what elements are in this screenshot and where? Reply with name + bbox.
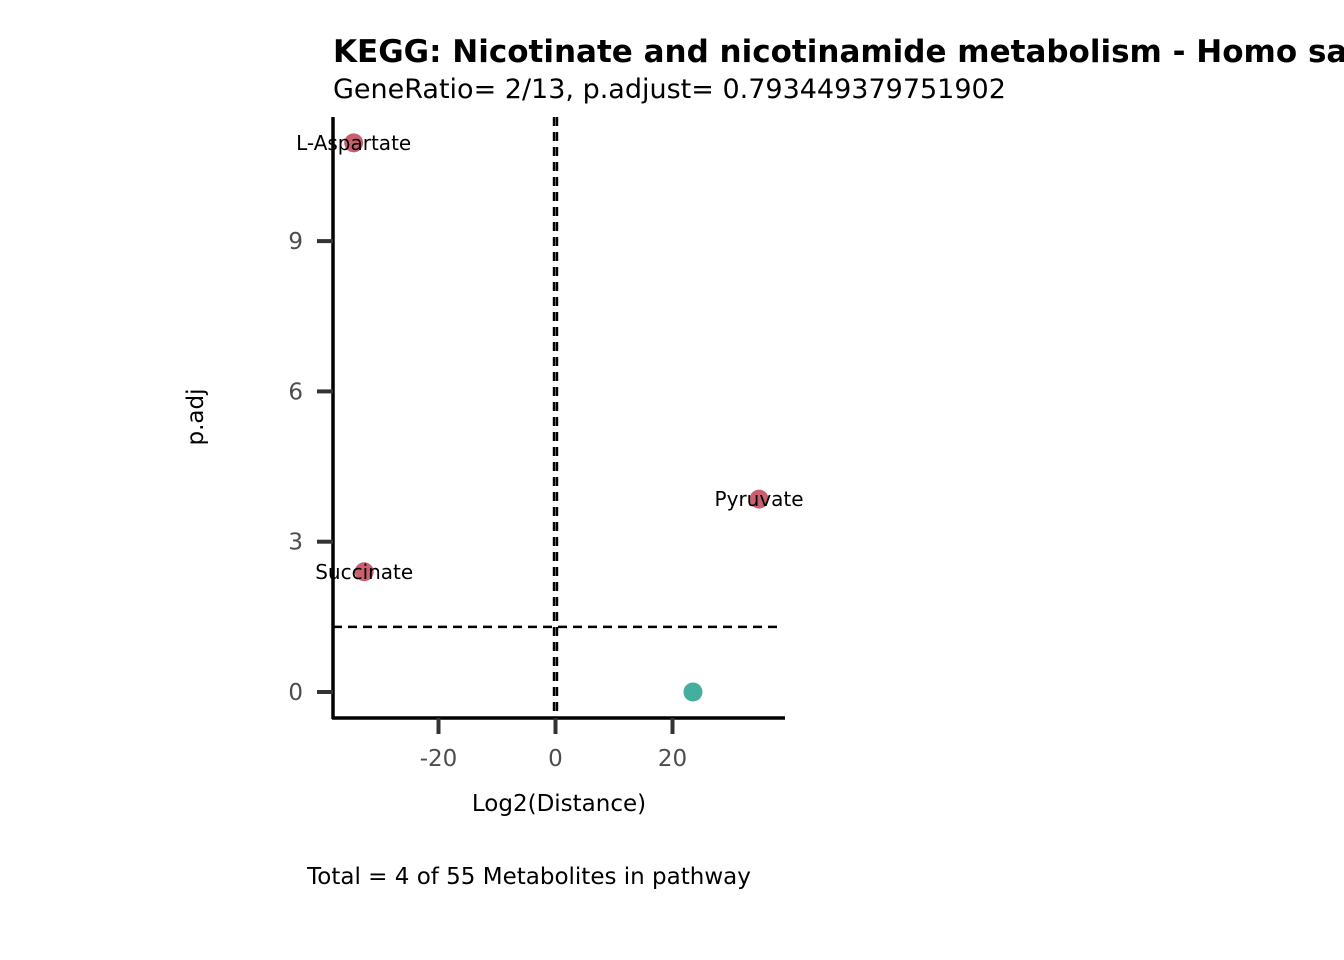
axes: 0 3 6 9 -20 0 20 xyxy=(288,117,785,772)
point-labels: L-Aspartate Pyruvate Succinate xyxy=(296,131,803,584)
y-tick-label: 3 xyxy=(288,530,303,556)
x-axis-title: Log2(Distance) xyxy=(472,791,646,817)
y-axis-title: p.adj xyxy=(183,389,209,446)
chart-caption: Total = 4 of 55 Metabolites in pathway xyxy=(306,864,751,890)
chart-title: KEGG: Nicotinate and nicotinamide metabo… xyxy=(333,34,1344,70)
data-point xyxy=(344,133,364,153)
x-tick-label: 0 xyxy=(548,746,563,772)
point-label: Succinate xyxy=(315,560,413,584)
data-points xyxy=(344,133,769,702)
y-tick-label: 9 xyxy=(288,229,303,255)
data-point xyxy=(683,682,703,702)
y-tick-label: 6 xyxy=(288,379,303,405)
reference-lines xyxy=(333,117,778,718)
point-label: Pyruvate xyxy=(715,487,804,511)
data-point xyxy=(749,489,769,509)
x-tick-label: -20 xyxy=(420,746,458,772)
x-tick-label: 20 xyxy=(658,746,687,772)
point-label: L-Aspartate xyxy=(296,131,411,155)
chart-subtitle: GeneRatio= 2/13, p.adjust= 0.79344937975… xyxy=(333,74,1006,105)
y-tick-label: 0 xyxy=(288,680,303,706)
data-point xyxy=(354,562,374,582)
